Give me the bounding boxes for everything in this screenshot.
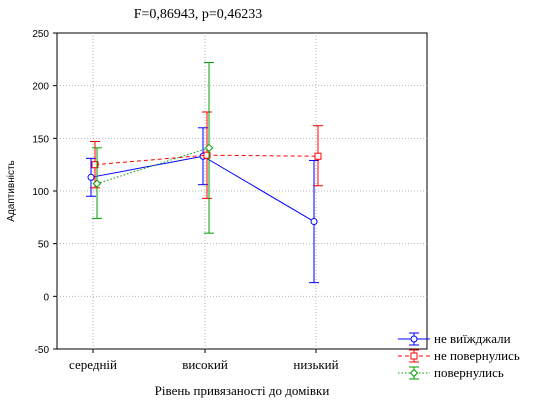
data-point bbox=[92, 179, 102, 188]
data-point bbox=[314, 152, 322, 160]
y-axis-label: Адаптивність bbox=[6, 160, 17, 222]
legend-marker bbox=[410, 335, 418, 343]
y-tick-label: -50 bbox=[35, 345, 50, 356]
series-1 bbox=[90, 111, 323, 199]
series-0 bbox=[86, 127, 319, 284]
legend-item: повернулись bbox=[398, 365, 504, 380]
legend-marker bbox=[409, 368, 419, 378]
legend: не виїжджали не повернулись повернулись bbox=[398, 331, 520, 380]
series-layer bbox=[86, 61, 323, 284]
y-tick-label: 150 bbox=[32, 134, 49, 145]
x-axis-ticks: середній високий низький bbox=[69, 349, 339, 372]
grid bbox=[57, 33, 427, 349]
data-point bbox=[310, 218, 318, 226]
data-point bbox=[87, 173, 95, 181]
y-axis-ticks: -50 0 50 100 150 200 250 bbox=[32, 29, 57, 356]
data-point bbox=[204, 143, 214, 153]
legend-marker bbox=[410, 352, 418, 360]
plot-frame bbox=[56, 32, 428, 350]
y-tick-label: 0 bbox=[43, 292, 49, 303]
x-axis-label: Рівень привязаності до домівки bbox=[155, 383, 330, 398]
series-2 bbox=[92, 61, 214, 234]
legend-item: не повернулись bbox=[398, 348, 520, 363]
y-tick-label: 100 bbox=[32, 187, 49, 198]
data-point bbox=[91, 161, 99, 169]
chart-title: F=0,86943, p=0,46233 bbox=[134, 7, 263, 22]
legend-item: не виїжджали bbox=[398, 331, 511, 346]
y-tick-label: 250 bbox=[32, 29, 49, 40]
x-tick-label: середній bbox=[69, 357, 117, 372]
y-tick-label: 200 bbox=[32, 82, 49, 93]
x-tick-label: низький bbox=[293, 357, 338, 372]
x-tick-label: високий bbox=[182, 357, 228, 372]
y-tick-label: 50 bbox=[38, 240, 50, 251]
legend-label: повернулись bbox=[434, 365, 504, 380]
legend-label: не повернулись bbox=[434, 348, 520, 363]
legend-label: не виїжджали bbox=[434, 331, 511, 346]
data-point bbox=[203, 151, 211, 159]
